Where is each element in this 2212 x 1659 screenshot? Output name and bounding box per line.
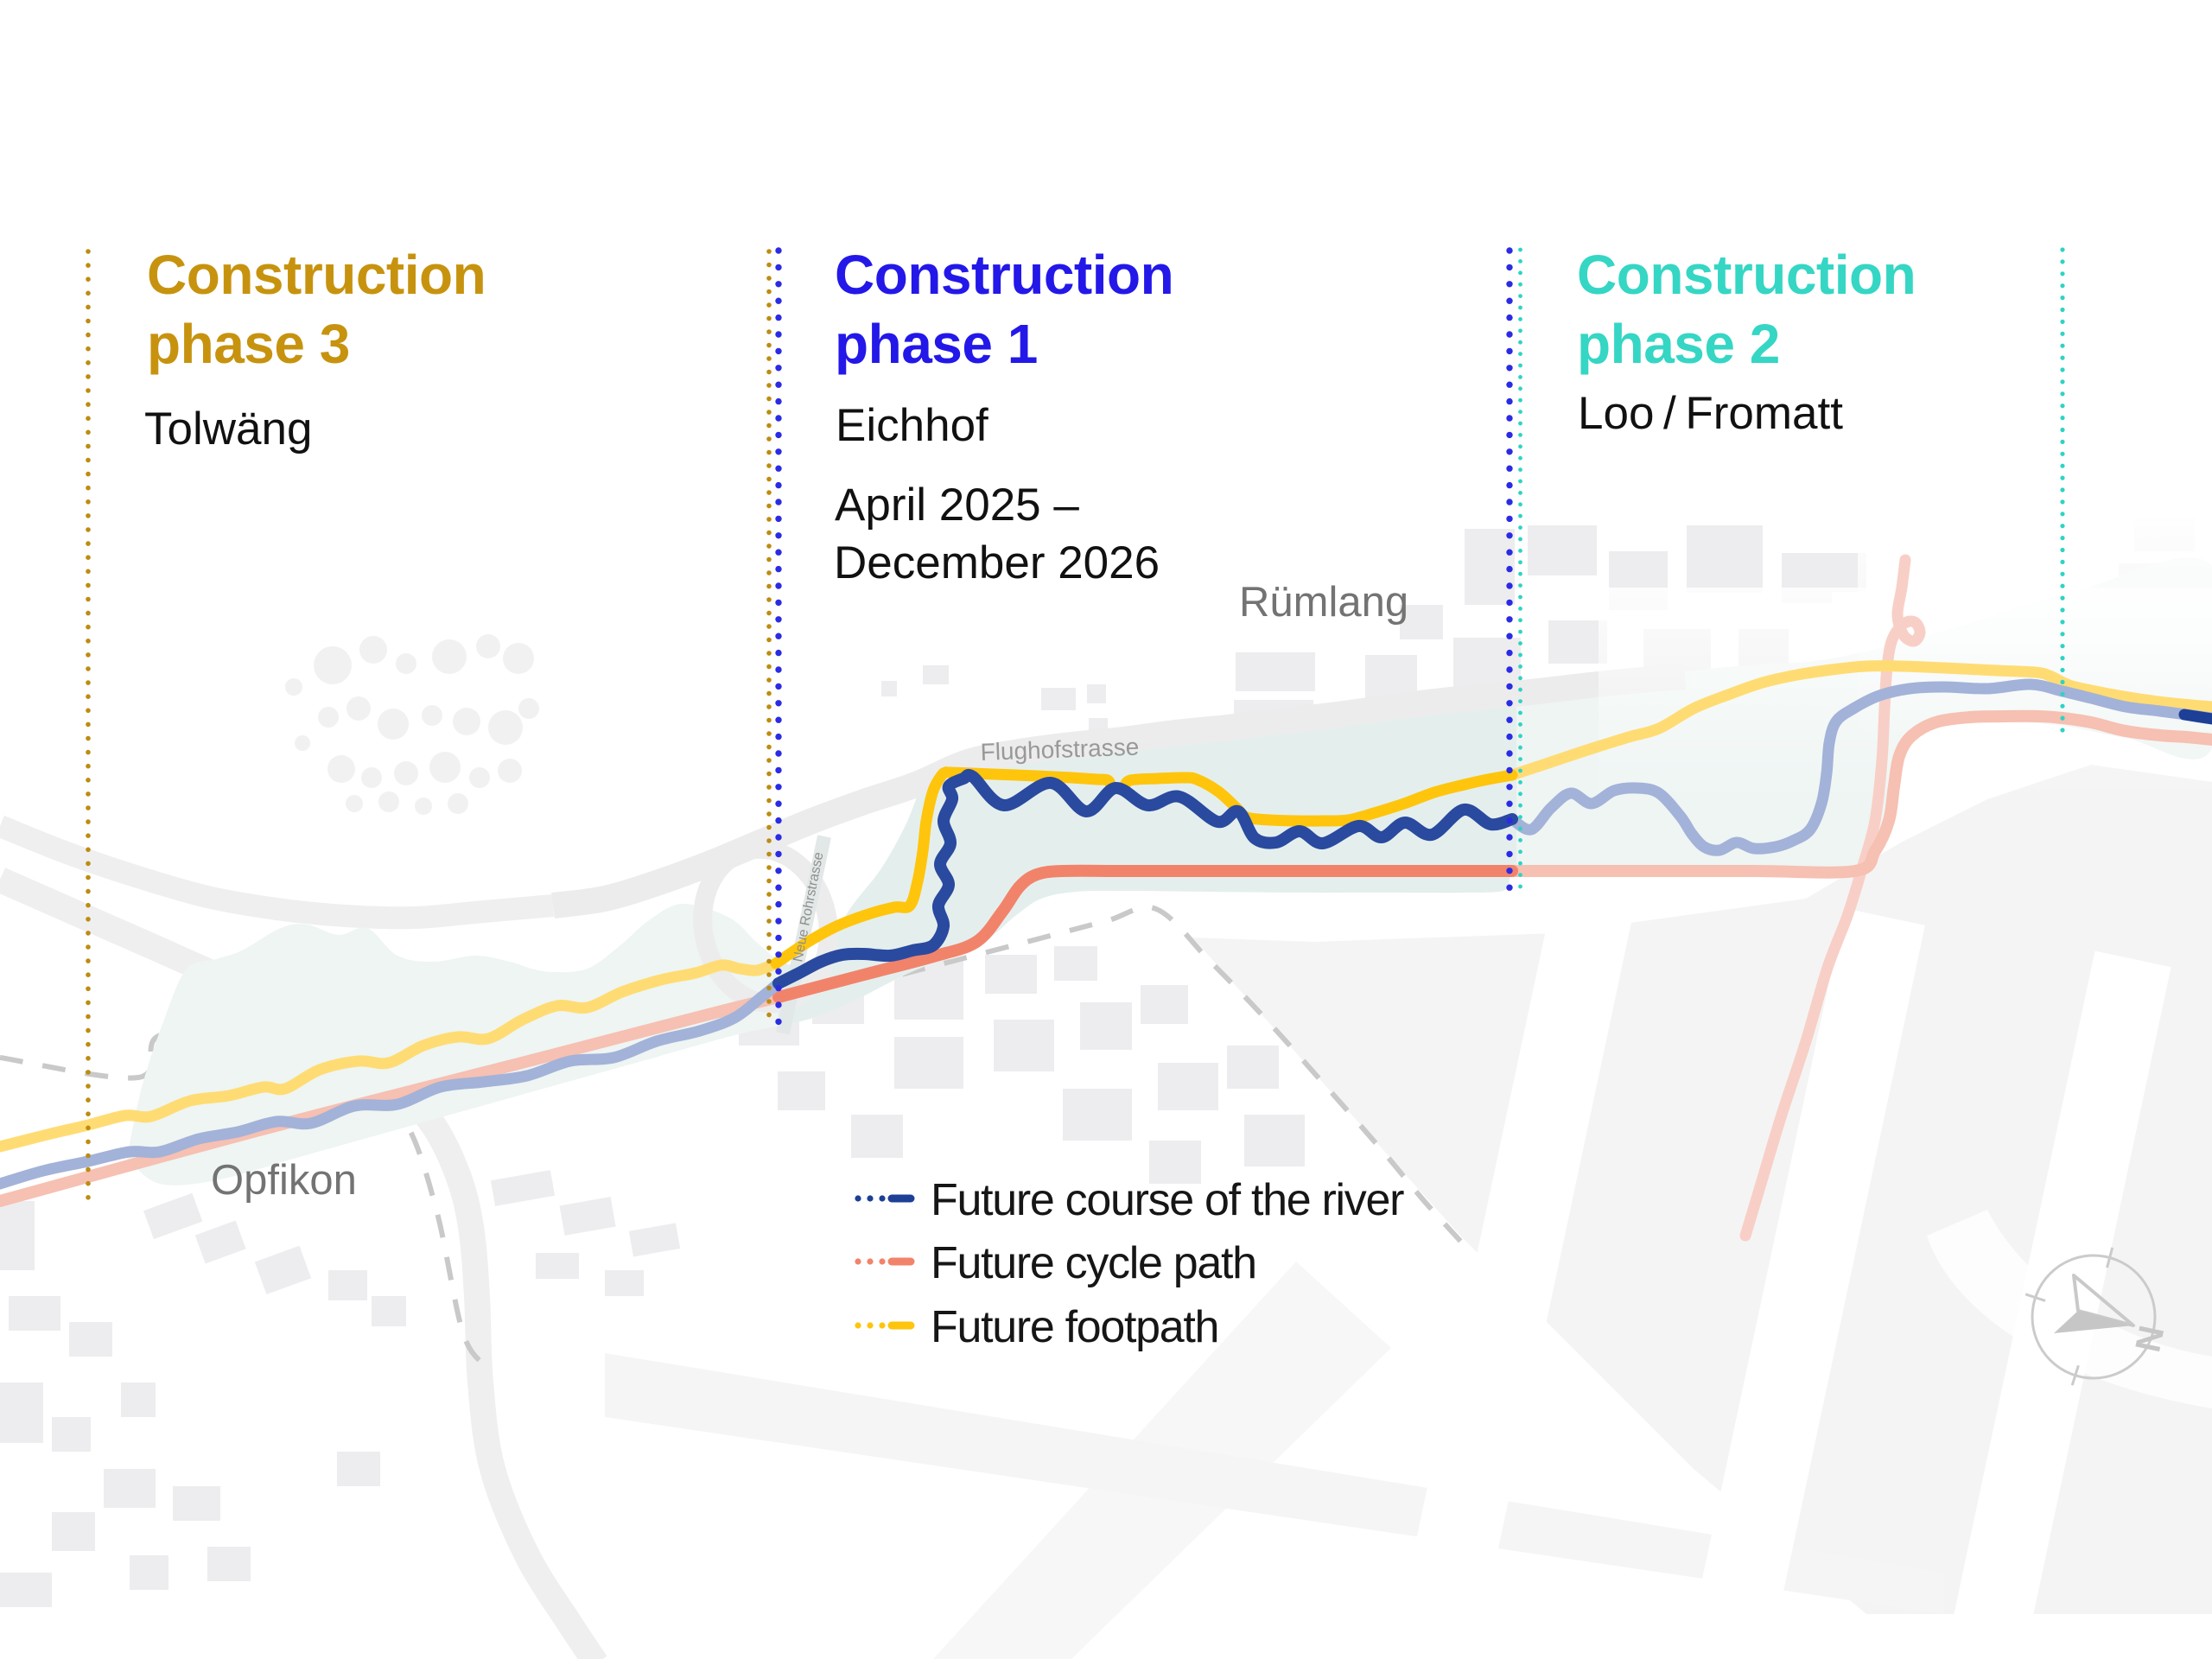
svg-text:Construction: Construction: [147, 244, 486, 306]
svg-text:April 2025 –: April 2025 –: [835, 480, 1079, 531]
svg-text:Tolwäng: Tolwäng: [144, 404, 312, 454]
svg-text:Eichhof: Eichhof: [836, 400, 988, 451]
svg-text:Loo / Fromatt: Loo / Fromatt: [1578, 388, 1843, 439]
svg-text:phase 2: phase 2: [1577, 313, 1780, 375]
svg-text:Future cycle path: Future cycle path: [931, 1238, 1256, 1288]
svg-text:phase 1: phase 1: [835, 313, 1038, 375]
svg-text:Future course of the river: Future course of the river: [931, 1175, 1404, 1225]
svg-text:phase 3: phase 3: [147, 313, 350, 375]
svg-text:Flughofstrasse: Flughofstrasse: [980, 734, 1140, 766]
svg-text:Rümlang: Rümlang: [1239, 579, 1408, 626]
svg-text:Construction: Construction: [1577, 244, 1916, 306]
svg-text:Construction: Construction: [835, 244, 1173, 306]
svg-text:Future footpath: Future footpath: [931, 1302, 1218, 1352]
svg-text:December 2026: December 2026: [834, 537, 1160, 588]
svg-text:Opfikon: Opfikon: [211, 1157, 357, 1204]
